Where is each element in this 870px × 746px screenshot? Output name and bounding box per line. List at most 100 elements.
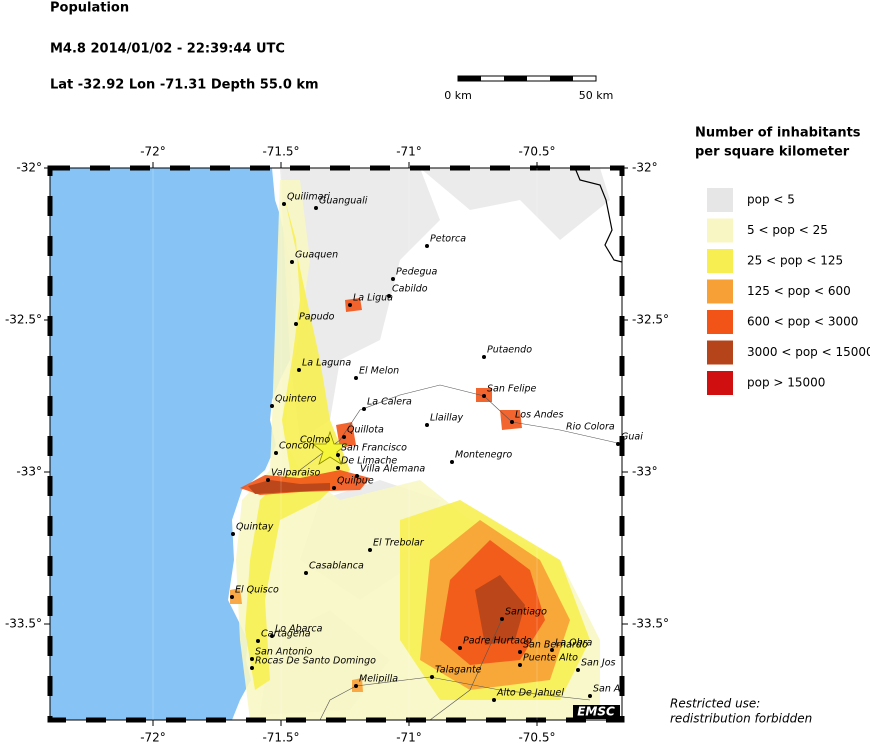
city-label: Talagante	[435, 665, 482, 676]
city-dot	[354, 376, 358, 380]
legend-title: per square kilometer	[695, 145, 850, 160]
city-label: La Laguna	[302, 358, 351, 369]
city-dot	[250, 666, 254, 670]
border	[574, 167, 623, 263]
city-label: San Felipe	[487, 384, 537, 395]
lat-tick-label: -32°	[16, 161, 42, 175]
notice: Restricted use:	[670, 697, 760, 711]
city-label: Quilpue	[337, 476, 374, 487]
legend-label: pop > 15000	[747, 376, 825, 390]
logo: EMSC	[577, 705, 615, 719]
population-area	[345, 298, 362, 312]
city-dot	[336, 453, 340, 457]
city-dot	[616, 442, 620, 446]
city-dot	[332, 486, 336, 490]
lon-tick-label: -70.5°	[518, 731, 555, 743]
city-dot	[458, 646, 462, 650]
legend-label: 5 < pop < 25	[747, 223, 828, 237]
city-label: Padre Hurtado	[463, 636, 532, 647]
legend-label: 600 < pop < 3000	[747, 315, 858, 329]
lat-tick-label: -32.5°	[632, 313, 669, 327]
epicenter-star	[311, 430, 349, 465]
city-dot	[510, 420, 514, 424]
city-label: De Limache	[341, 456, 397, 467]
legend-swatch	[707, 371, 733, 395]
lat-tick-label: -33°	[632, 465, 658, 479]
legend-swatch	[707, 188, 733, 212]
city-label: Rocas De Santo Domingo	[255, 656, 376, 667]
city-label: Quintero	[275, 394, 317, 405]
city-dot	[425, 244, 429, 248]
city-label: Cartagena	[261, 629, 311, 640]
city-label: San A	[593, 684, 620, 695]
city-dot	[576, 668, 580, 672]
city-dot	[250, 657, 254, 661]
scale-label: 0 km	[444, 89, 472, 102]
roads	[299, 384, 623, 721]
lon-tick-label: -71.5°	[262, 145, 299, 159]
city-label: Llaillay	[430, 413, 463, 424]
city-dot	[492, 698, 496, 702]
lat-tick-label: -33.5°	[632, 617, 669, 631]
city-dot	[354, 684, 358, 688]
legend-swatch	[707, 279, 733, 304]
city-dot	[430, 675, 434, 679]
ticks: -72° -72° -71.5° -71.5° -71° -71° -70.5° -70.5°…	[5, 145, 669, 745]
population-area	[248, 480, 330, 494]
city-label: Pedegua	[396, 267, 437, 278]
city-dot	[297, 368, 301, 372]
population-area	[245, 200, 350, 690]
city-label: La Calera	[367, 397, 412, 408]
city-label: Concon	[279, 441, 315, 452]
scale-label: 50 km	[579, 89, 614, 102]
city-dot	[450, 460, 454, 464]
city-dot	[270, 404, 274, 408]
city-label: Melipilla	[359, 674, 398, 685]
city-dot	[348, 303, 352, 307]
city-dot	[230, 595, 234, 599]
city-dot	[231, 532, 235, 536]
legend-swatch	[707, 340, 733, 365]
lat-tick-label: -33°	[16, 465, 42, 479]
city-label: Villa Alemana	[360, 464, 425, 475]
city-dot	[355, 474, 359, 478]
legend-label: pop < 5	[747, 193, 795, 207]
population-area	[500, 410, 522, 430]
city-label: Quillota	[347, 425, 384, 436]
legend-label: 125 < pop < 600	[747, 284, 851, 298]
city-label: Cabildo	[392, 284, 428, 295]
city-label: Guai	[621, 432, 643, 443]
city-dot	[290, 260, 294, 264]
city-label: Lo Abarca	[275, 624, 323, 635]
population-area	[230, 588, 242, 604]
city-dot	[482, 355, 486, 359]
scale-bar: 0 km 50 km	[444, 75, 614, 102]
city-dot	[500, 617, 504, 621]
city-dot	[368, 548, 372, 552]
city-dot	[314, 206, 318, 210]
city-label: Valparaiso	[271, 468, 321, 479]
city-dot	[270, 634, 274, 638]
lat-tick-label: -32°	[632, 161, 658, 175]
lon-tick-label: -71°	[396, 731, 422, 743]
city-label: Puente Alto	[523, 653, 578, 664]
city-label: San Jos	[581, 658, 616, 669]
city-label: Guanguali	[319, 196, 368, 207]
city-label: Santiago	[505, 607, 547, 618]
page-title: Population	[50, 1, 129, 16]
event-line: M4.8 2014/01/02 - 22:39:44 UTC	[50, 42, 285, 57]
city-dot	[342, 435, 346, 439]
city-label: El Melon	[359, 366, 399, 377]
city-dot	[391, 277, 395, 281]
city-label: El Quisco	[235, 585, 279, 596]
city-label: Alto De Jahuel	[496, 688, 564, 699]
notice: redistribution forbidden	[670, 712, 812, 726]
city-dot	[550, 648, 554, 652]
city-label: Papudo	[299, 312, 335, 323]
city-label: Guaquen	[295, 250, 338, 261]
city-label: Montenegro	[455, 450, 512, 461]
city-dot	[518, 663, 522, 667]
city-dot	[282, 202, 286, 206]
